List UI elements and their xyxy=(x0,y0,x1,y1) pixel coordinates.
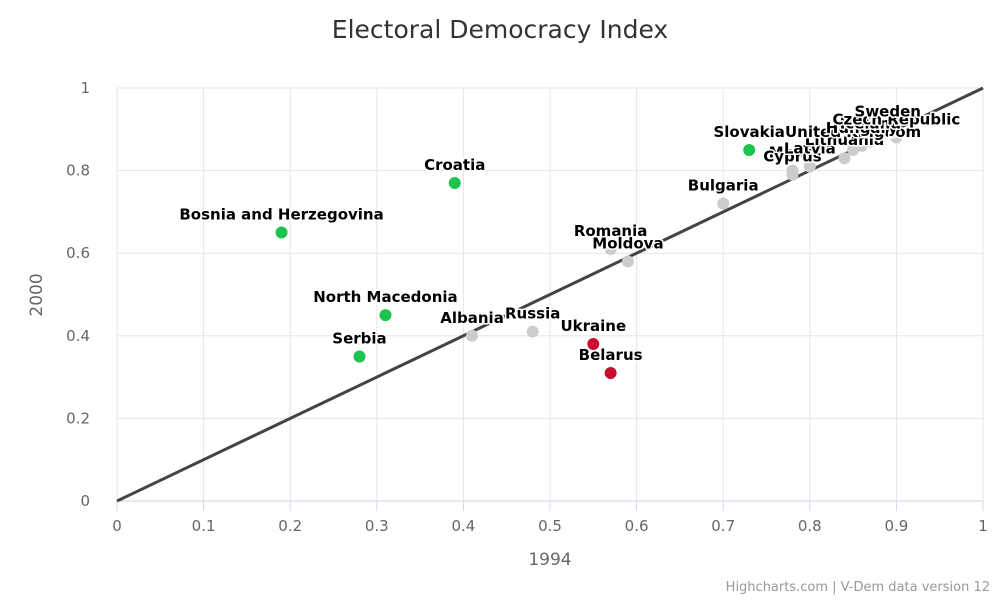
data-point[interactable] xyxy=(353,350,366,363)
x-tick-label: 0.4 xyxy=(451,517,475,535)
data-label: Bulgaria xyxy=(688,177,759,195)
data-label: Czech Republic xyxy=(833,111,961,129)
x-tick-label: 0.1 xyxy=(192,517,216,535)
data-label: Iceland xyxy=(840,115,901,133)
x-tick-label: 0.8 xyxy=(798,517,822,535)
data-label: Moldova xyxy=(592,234,663,252)
y-tick-label: 0.8 xyxy=(66,162,90,180)
y-axis-title: 2000 xyxy=(27,273,47,316)
x-tick-label: 0 xyxy=(112,517,122,535)
data-label: Romania xyxy=(574,222,648,240)
data-label: Cyprus xyxy=(763,148,822,166)
y-tick-label: 0.2 xyxy=(66,409,90,427)
data-point[interactable] xyxy=(604,243,617,256)
data-point[interactable] xyxy=(587,338,600,351)
data-point[interactable] xyxy=(275,226,288,239)
data-label: Croatia xyxy=(424,156,485,174)
data-point[interactable] xyxy=(526,325,539,338)
data-point[interactable] xyxy=(838,152,851,165)
data-point[interactable] xyxy=(890,131,903,144)
data-label: Ukraine xyxy=(560,317,626,335)
data-point[interactable] xyxy=(466,329,479,342)
data-label: Belarus xyxy=(579,346,643,364)
data-label: Sweden xyxy=(855,102,921,120)
x-axis-title: 1994 xyxy=(528,550,571,570)
y-tick-label: 0.6 xyxy=(66,244,90,262)
data-point[interactable] xyxy=(448,176,461,189)
data-label: Hungary xyxy=(826,119,898,137)
data-point[interactable] xyxy=(604,366,617,379)
y-tick-label: 1 xyxy=(80,79,90,97)
y-tick-label: 0 xyxy=(80,492,90,510)
data-label: Lithuania xyxy=(805,131,884,149)
x-tick-label: 0.6 xyxy=(625,517,649,535)
credits-link[interactable]: Highcharts.com | V-Dem data version 12 xyxy=(726,580,990,595)
data-label: Russia xyxy=(505,305,560,323)
data-label: United Kingdom xyxy=(785,123,921,141)
data-point[interactable] xyxy=(864,135,877,148)
y-tick-label: 0.4 xyxy=(66,327,90,345)
data-point[interactable] xyxy=(881,123,894,136)
data-point[interactable] xyxy=(803,160,816,173)
data-labels: Bosnia and Herzegovina Croatia North Maced… xyxy=(178,101,962,366)
x-tick-label: 1 xyxy=(978,517,988,535)
x-tick-label: 0.9 xyxy=(884,517,908,535)
data-point[interactable] xyxy=(379,309,392,322)
data-label: Latvia xyxy=(784,139,836,157)
data-label: Serbia xyxy=(332,329,386,347)
data-point[interactable] xyxy=(621,255,634,268)
x-tick-label: 0.5 xyxy=(538,517,562,535)
x-tick-label: 0.2 xyxy=(278,517,302,535)
data-point[interactable] xyxy=(743,143,756,156)
data-point[interactable] xyxy=(717,197,730,210)
x-tick-label: 0.7 xyxy=(711,517,735,535)
data-label: Slovakia xyxy=(713,123,784,141)
axes: 0 0.1 0.2 0.3 0.4 0.5 0.6 0.7 0.8 0.9 1 0 0.2 0.4 0.6 0… xyxy=(66,79,988,535)
data-label: Albania xyxy=(440,309,504,327)
data-label: Bosnia and Herzegovina xyxy=(179,206,383,224)
chart-title: Electoral Democracy Index xyxy=(332,15,668,44)
data-label: North Macedonia xyxy=(313,288,457,306)
data-points xyxy=(275,123,903,379)
data-label: Malta xyxy=(769,144,816,162)
data-point[interactable] xyxy=(786,168,799,181)
x-tick-label: 0.3 xyxy=(365,517,389,535)
